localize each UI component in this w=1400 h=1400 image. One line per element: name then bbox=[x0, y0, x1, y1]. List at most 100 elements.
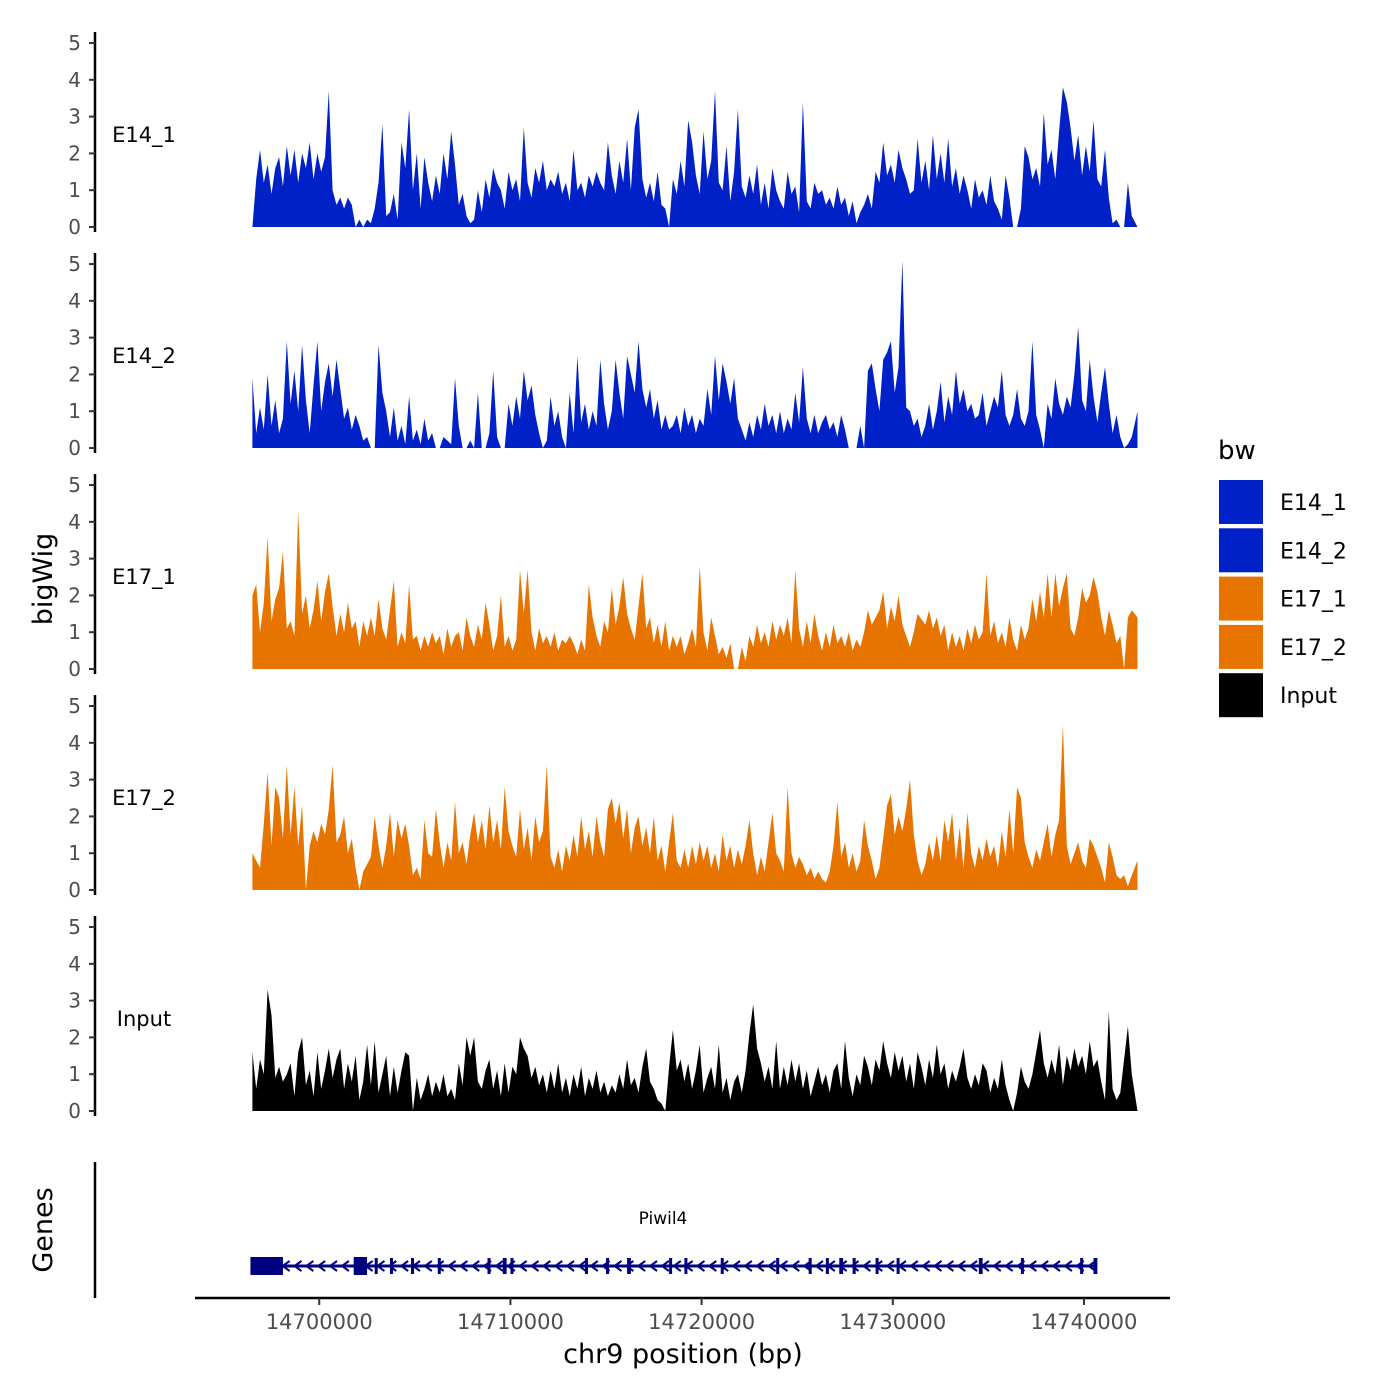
legend-swatch bbox=[1219, 624, 1263, 669]
y-tick-label: 2 bbox=[68, 1025, 81, 1049]
y-tick-label: 2 bbox=[68, 583, 81, 607]
strand-arrow bbox=[695, 1260, 706, 1272]
track-label: Input bbox=[117, 1007, 171, 1031]
gene-exon bbox=[502, 1258, 507, 1274]
x-tick-label: 14700000 bbox=[266, 1310, 373, 1334]
track-e14-1: 0 1 2 3 4 5 E14_1 bbox=[68, 31, 1138, 239]
strand-arrow bbox=[790, 1260, 800, 1272]
strand-arrow bbox=[589, 1260, 599, 1272]
track-label: E17_2 bbox=[112, 786, 176, 811]
strand-arrow bbox=[778, 1260, 789, 1272]
track-label: E14_2 bbox=[112, 344, 176, 369]
gene-exon bbox=[250, 1257, 283, 1275]
strand-arrow bbox=[340, 1260, 350, 1272]
gene-exon bbox=[1080, 1258, 1084, 1274]
strand-arrow bbox=[731, 1260, 741, 1272]
strand-arrow bbox=[1027, 1260, 1037, 1272]
gene-exon bbox=[606, 1258, 610, 1274]
strand-arrow bbox=[766, 1260, 777, 1272]
signal-area-e17-2 bbox=[252, 724, 1138, 890]
legend-swatch bbox=[1219, 528, 1263, 573]
track-e14-2: 0 1 2 3 4 5 E14_2 bbox=[68, 252, 1138, 460]
y-tick-label: 0 bbox=[68, 878, 81, 902]
track-e17-1: 0 1 2 3 4 5 E17_1 bbox=[68, 473, 1138, 681]
x-tick-label: 14740000 bbox=[1031, 1310, 1138, 1334]
gene-exon bbox=[684, 1258, 688, 1274]
x-axis: 14700000 14710000 14720000 14730000 14740000… bbox=[195, 1296, 1170, 1370]
strand-arrow bbox=[446, 1260, 457, 1272]
strand-arrow bbox=[1051, 1260, 1061, 1272]
strand-arrow bbox=[932, 1260, 943, 1272]
legend-label: Input bbox=[1280, 684, 1337, 709]
gene-exon bbox=[353, 1257, 368, 1275]
legend: bw E14_1 E14_2 E17_1 E17_2 Input bbox=[1218, 436, 1347, 718]
track-e17-2: 0 1 2 3 4 5 E17_2 bbox=[68, 694, 1138, 902]
signal-area-e14-1 bbox=[252, 87, 1138, 227]
y-tick-label: 1 bbox=[68, 178, 81, 202]
y-tick-label: 5 bbox=[68, 915, 81, 939]
strand-arrow bbox=[849, 1260, 860, 1272]
gene-exon bbox=[390, 1258, 393, 1274]
strand-arrow bbox=[612, 1260, 623, 1272]
strand-arrow bbox=[1063, 1260, 1073, 1272]
y-tick-label: 0 bbox=[68, 1099, 81, 1123]
legend-swatch bbox=[1219, 673, 1263, 718]
strand-arrow bbox=[1003, 1260, 1014, 1272]
gene-exon bbox=[896, 1258, 900, 1274]
strand-arrow bbox=[660, 1260, 670, 1272]
legend-label: E17_1 bbox=[1280, 588, 1347, 613]
strand-arrow bbox=[624, 1260, 634, 1272]
legend-label: E14_2 bbox=[1280, 539, 1347, 564]
strand-arrow bbox=[316, 1260, 326, 1272]
gene-exon bbox=[510, 1258, 514, 1274]
genes-panel-title: Genes bbox=[28, 1187, 59, 1272]
y-tick-label: 0 bbox=[68, 215, 81, 239]
legend-swatch bbox=[1219, 576, 1263, 621]
strand-arrow bbox=[458, 1260, 468, 1272]
strand-arrow bbox=[328, 1260, 338, 1272]
strand-arrow bbox=[292, 1260, 303, 1272]
strand-arrow bbox=[541, 1260, 551, 1272]
strand-arrow bbox=[992, 1260, 1002, 1272]
signal-area-e14-2 bbox=[252, 260, 1138, 448]
signal-area-input bbox=[252, 989, 1138, 1111]
legend-label: E17_2 bbox=[1280, 636, 1347, 661]
gene-model bbox=[250, 1257, 1098, 1275]
strand-arrow bbox=[648, 1260, 658, 1272]
strand-arrow bbox=[553, 1260, 563, 1272]
strand-arrow bbox=[434, 1260, 445, 1272]
gene-exon bbox=[825, 1258, 829, 1274]
strand-arrow bbox=[636, 1260, 646, 1272]
y-tick-label: 3 bbox=[68, 989, 81, 1013]
gene-exon bbox=[374, 1258, 378, 1274]
strand-arrow bbox=[956, 1260, 966, 1272]
y-tick-label: 5 bbox=[68, 252, 81, 276]
y-tick-label: 2 bbox=[68, 804, 81, 828]
strand-arrow bbox=[861, 1260, 871, 1272]
strand-arrow bbox=[1039, 1260, 1049, 1272]
gene-exon bbox=[669, 1258, 673, 1274]
gene-label: Piwil4 bbox=[639, 1209, 688, 1229]
gene-exon bbox=[1093, 1258, 1098, 1274]
gene-exon bbox=[852, 1258, 856, 1274]
strand-arrow bbox=[577, 1260, 587, 1272]
gene-exon bbox=[437, 1258, 441, 1274]
strand-arrow bbox=[1086, 1260, 1097, 1272]
bigwig-tracks: 0 1 2 3 4 5 E14_1 0 1 2 3 4 5 E14_2 0 1 2 3 4 5 E17_1 0 1 2 3 4 5 E… bbox=[68, 31, 1138, 1123]
gene-exon bbox=[627, 1258, 631, 1274]
gene-exon bbox=[487, 1258, 491, 1274]
x-tick-label: 14730000 bbox=[839, 1310, 946, 1334]
strand-arrow bbox=[672, 1260, 682, 1272]
strand-arrow bbox=[304, 1260, 314, 1272]
track-label: E17_1 bbox=[112, 565, 176, 590]
y-tick-label: 1 bbox=[68, 1062, 81, 1086]
strand-arrow bbox=[565, 1260, 575, 1272]
x-axis-title: chr9 position (bp) bbox=[563, 1339, 803, 1370]
y-tick-label: 4 bbox=[68, 510, 81, 534]
gene-exon bbox=[720, 1258, 724, 1274]
strand-arrow bbox=[909, 1260, 919, 1272]
y-tick-label: 3 bbox=[68, 326, 81, 350]
y-tick-label: 4 bbox=[68, 68, 81, 92]
gene-exon bbox=[776, 1258, 780, 1274]
